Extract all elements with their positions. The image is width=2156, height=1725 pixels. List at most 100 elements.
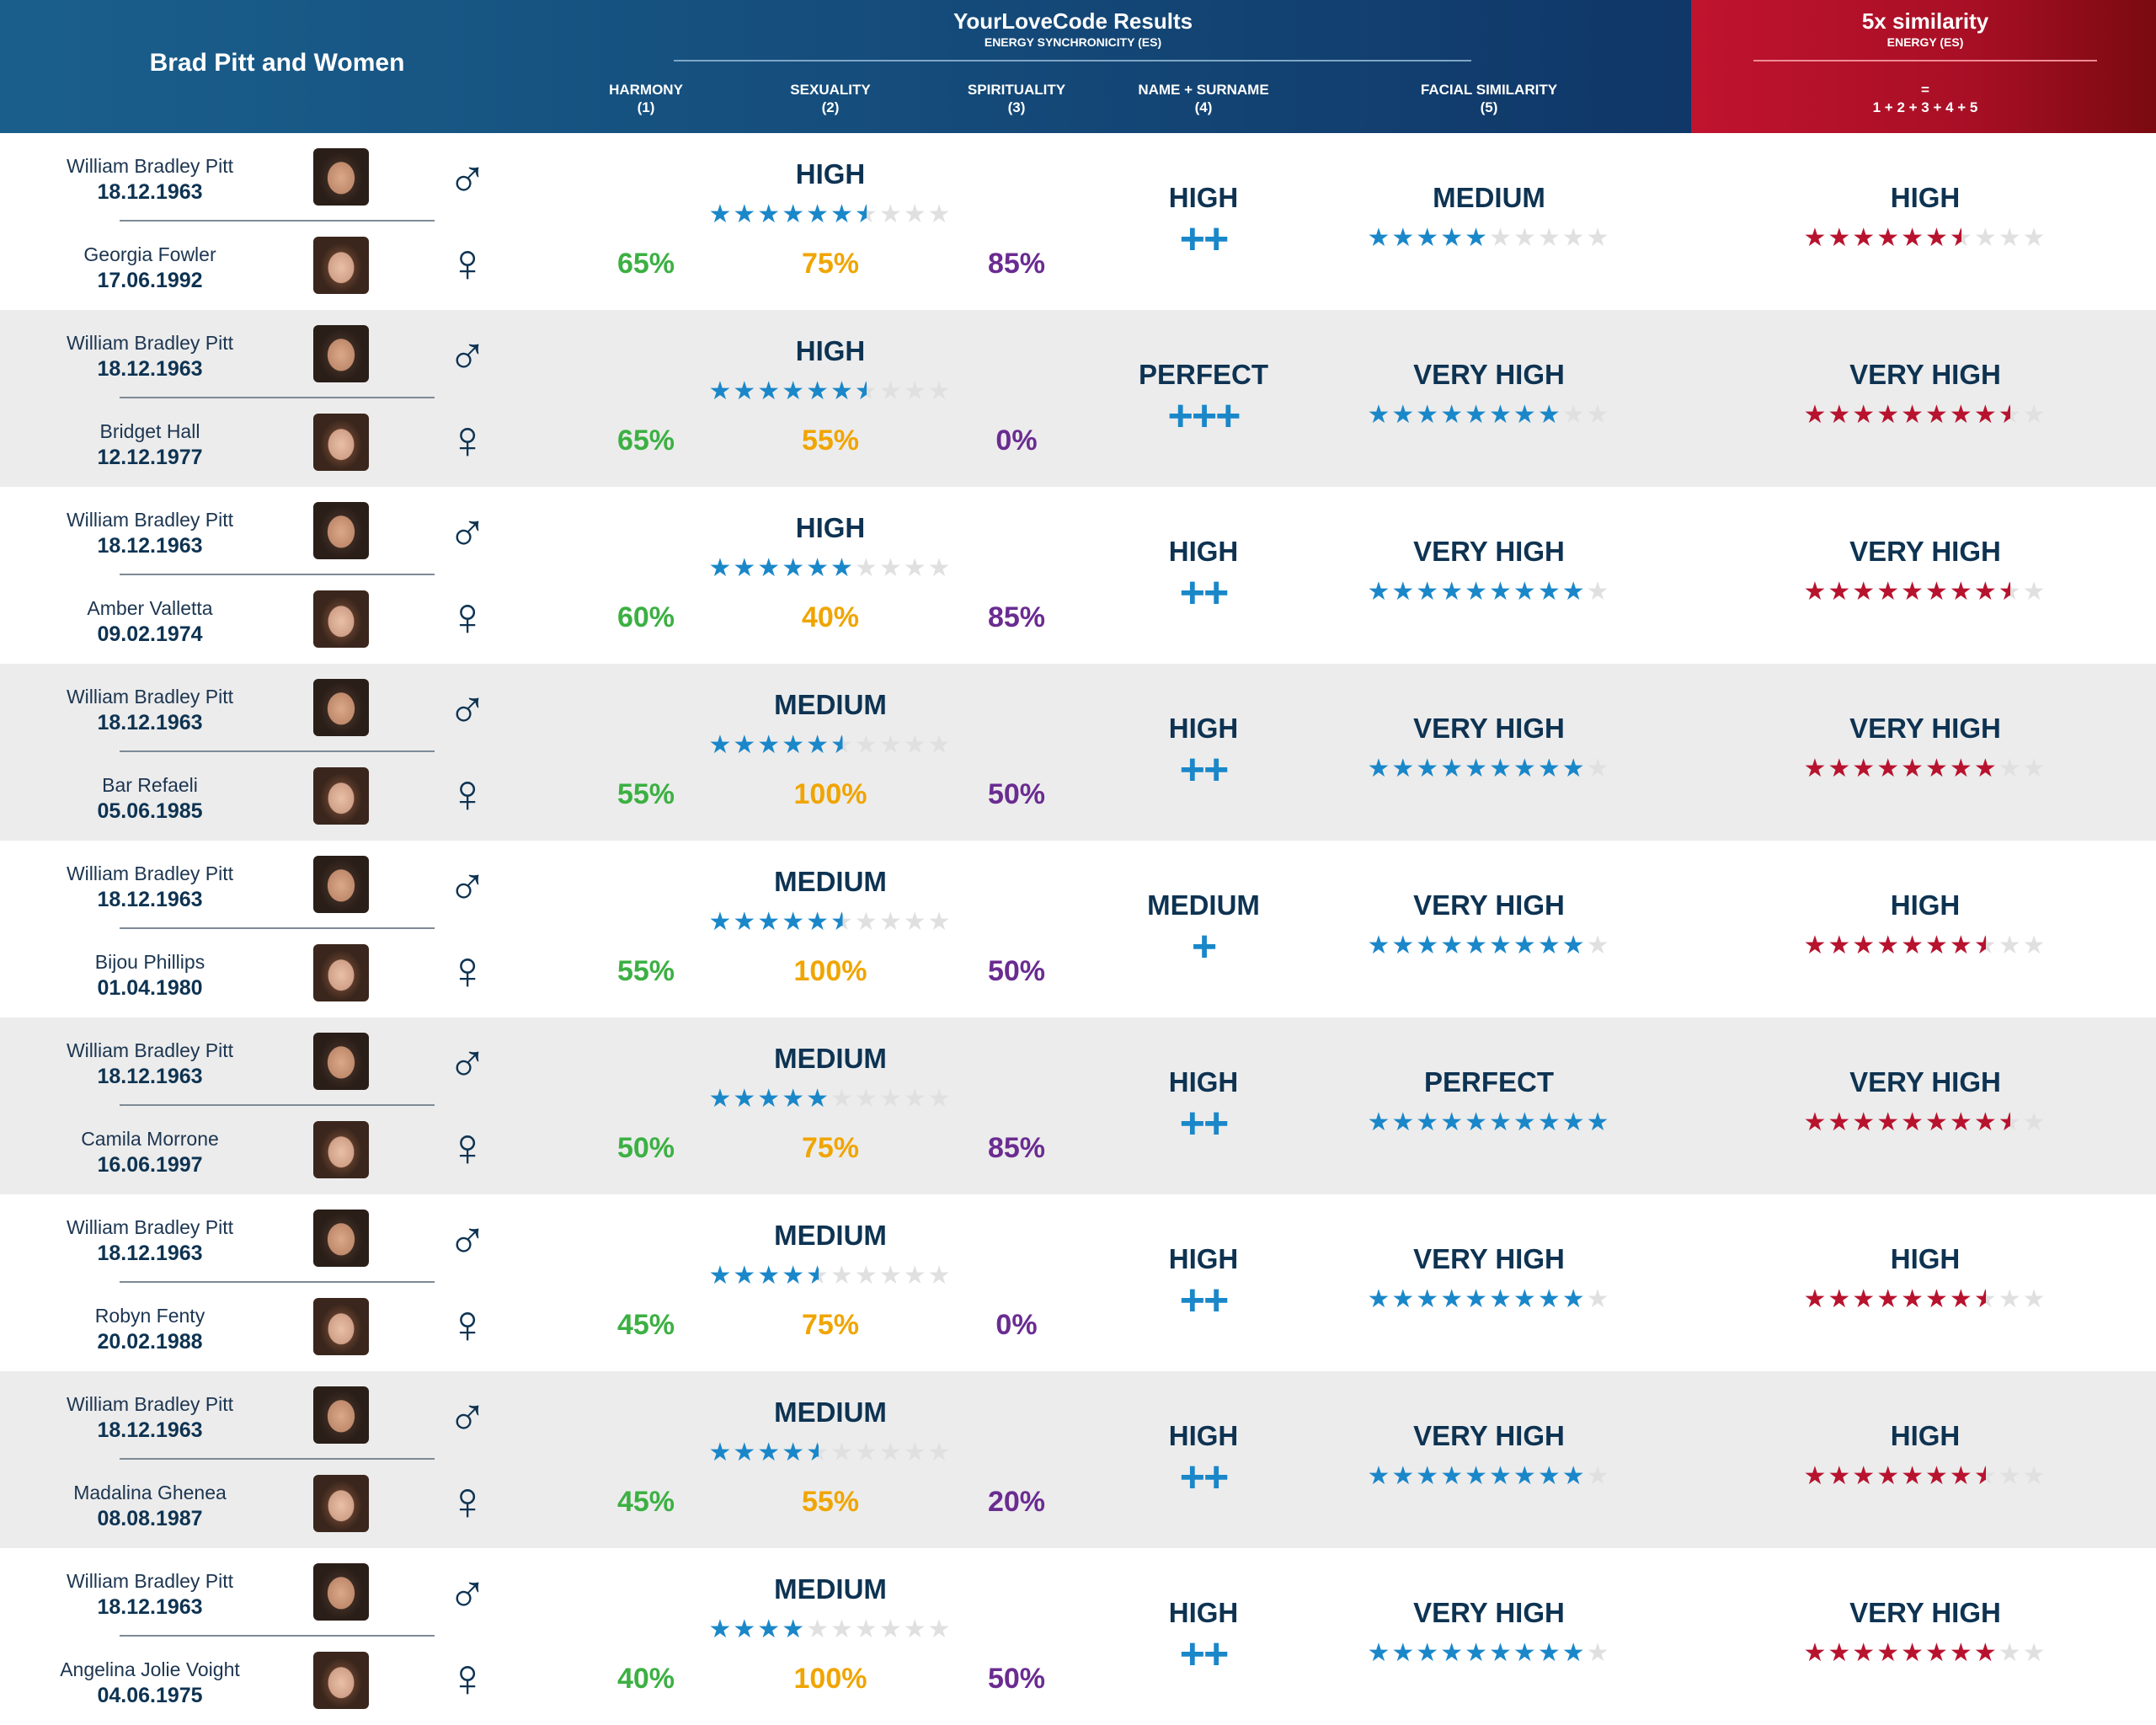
star-icon: ★ <box>1586 1285 1611 1313</box>
star-icon: ★ <box>1513 401 1538 429</box>
star-icon: ★ <box>806 200 830 228</box>
sexuality-value: 100% <box>793 778 867 810</box>
female-symbol-icon: ♀ <box>447 586 488 647</box>
star-icon: ★ <box>1925 1285 1950 1313</box>
star-icon: ★ <box>733 1616 758 1643</box>
star-icon: ★ <box>903 200 928 228</box>
facial-similarity-label: VERY HIGH <box>1413 1597 1565 1628</box>
star-icon: ★ <box>1513 1639 1538 1667</box>
star-icon: ★ <box>1828 1462 1853 1490</box>
energy-sync-stars: ★★★★★★★★★★ <box>708 379 952 404</box>
star-icon: ★ <box>1973 755 1999 782</box>
star-icon: ★ <box>1973 401 1999 429</box>
man-name: William Bradley Pitt <box>66 1039 234 1061</box>
star-icon: ★ <box>1391 224 1417 252</box>
woman-name: Amber Valletta <box>87 597 213 619</box>
facial-similarity-stars: ★★★★★★★★★★ <box>1367 1287 1610 1312</box>
star-icon: ★ <box>1416 1108 1441 1136</box>
column-header-sexuality: SEXUALITY (2) <box>790 81 870 116</box>
star-icon: ★ <box>1561 755 1587 782</box>
male-symbol-icon: ♂ <box>447 1031 488 1092</box>
star-icon: ★ <box>1391 1462 1417 1490</box>
star-icon: ★ <box>1489 1462 1513 1490</box>
sexuality-value: 100% <box>793 955 867 987</box>
man-photo <box>313 679 369 736</box>
man-name: William Bradley Pitt <box>66 1570 234 1592</box>
similarity-subtitle: ENERGY (ES) <box>1886 35 1964 49</box>
star-icon: ★ <box>1416 932 1441 959</box>
star-icon: ★ <box>1489 401 1513 429</box>
star-icon: ★ <box>708 1439 734 1466</box>
woman-photo <box>313 1298 369 1355</box>
star-icon: ★ <box>878 200 904 228</box>
star-icon: ★ <box>1852 578 1877 606</box>
pair-divider <box>120 397 435 398</box>
woman-birthdate: 05.06.1985 <box>97 799 203 823</box>
star-icon: ★ <box>757 731 782 759</box>
total-similarity-stars: ★★★★★★★★★★ <box>1803 756 2047 782</box>
spirituality-value: 85% <box>987 248 1046 280</box>
star-icon: ★ <box>2022 1462 2047 1490</box>
star-icon: ★ <box>1901 1462 1925 1490</box>
star-icon: ★ <box>1489 578 1513 606</box>
star-icon: ★ <box>1852 1639 1877 1667</box>
man-name: William Bradley Pitt <box>66 686 234 708</box>
star-icon: ★ <box>1440 1639 1465 1667</box>
star-icon: ★ <box>1586 755 1611 782</box>
star-icon: ★ <box>1876 1108 1902 1136</box>
star-icon: ★ <box>1513 224 1538 252</box>
energy-sync-stars: ★★★★★★★★★★ <box>708 1263 952 1289</box>
star-icon: ★ <box>1440 401 1465 429</box>
woman-birthdate: 12.12.1977 <box>97 446 203 469</box>
star-icon: ★ <box>806 554 830 582</box>
star-icon: ★ <box>854 1085 879 1113</box>
star-icon: ★ <box>2022 1285 2047 1313</box>
man-birthdate: 18.12.1963 <box>97 1595 203 1619</box>
star-icon: ★ <box>1440 755 1465 782</box>
table-row: William Bradley Pitt 18.12.1963 Bijou Phil… <box>0 841 2156 1017</box>
spirituality-value: 20% <box>987 1486 1046 1518</box>
star-icon: ★ <box>782 731 807 759</box>
star-icon: ★ <box>1586 401 1611 429</box>
total-similarity-stars: ★★★★★★★★★★ <box>1803 1464 2047 1489</box>
star-icon: ★ <box>1828 401 1853 429</box>
star-icon: ★ <box>1391 932 1417 959</box>
star-icon: ★ <box>1876 578 1902 606</box>
total-similarity-stars: ★★★★★★★★★★ <box>1803 1641 2047 1666</box>
star-icon: ★ <box>733 1262 758 1290</box>
star-icon: ★ <box>1973 932 1999 959</box>
star-icon: ★ <box>1367 1285 1392 1313</box>
sexuality-value: 75% <box>801 248 860 280</box>
results-title: YourLoveCode Results <box>953 8 1193 34</box>
woman-photo <box>313 590 369 648</box>
energy-sync-stars: ★★★★★★★★★★ <box>708 1087 952 1112</box>
pair-divider <box>120 1635 435 1637</box>
star-icon: ★ <box>1973 1639 1999 1667</box>
man-birthdate: 18.12.1963 <box>97 888 203 911</box>
facial-similarity-label: VERY HIGH <box>1413 1420 1565 1451</box>
star-icon: ★ <box>1803 401 1828 429</box>
man-photo <box>313 856 369 913</box>
similarity-title: 5x similarity <box>1861 8 1989 34</box>
facial-similarity-label: PERFECT <box>1423 1066 1555 1097</box>
star-icon: ★ <box>1440 578 1465 606</box>
total-similarity-label: VERY HIGH <box>1849 1597 2001 1628</box>
star-icon: ★ <box>1561 578 1587 606</box>
star-icon: ★ <box>1586 578 1611 606</box>
star-icon: ★ <box>1876 1639 1902 1667</box>
star-icon: ★ <box>1876 401 1902 429</box>
star-icon: ★ <box>1561 401 1587 429</box>
man-photo <box>313 325 369 382</box>
spirituality-value: 85% <box>987 601 1046 633</box>
name-surname-plus: +++ <box>1167 392 1241 441</box>
man-photo <box>313 1386 369 1444</box>
star-icon: ★ <box>1803 1285 1828 1313</box>
star-icon: ★ <box>1367 1108 1392 1136</box>
star-icon: ★ <box>733 377 758 405</box>
man-birthdate: 18.12.1963 <box>97 1418 203 1442</box>
star-icon: ★ <box>1586 932 1611 959</box>
woman-birthdate: 16.06.1997 <box>97 1153 203 1177</box>
star-icon: ★ <box>733 200 758 228</box>
star-icon: ★ <box>1998 1108 2023 1136</box>
star-icon: ★ <box>1391 1639 1417 1667</box>
